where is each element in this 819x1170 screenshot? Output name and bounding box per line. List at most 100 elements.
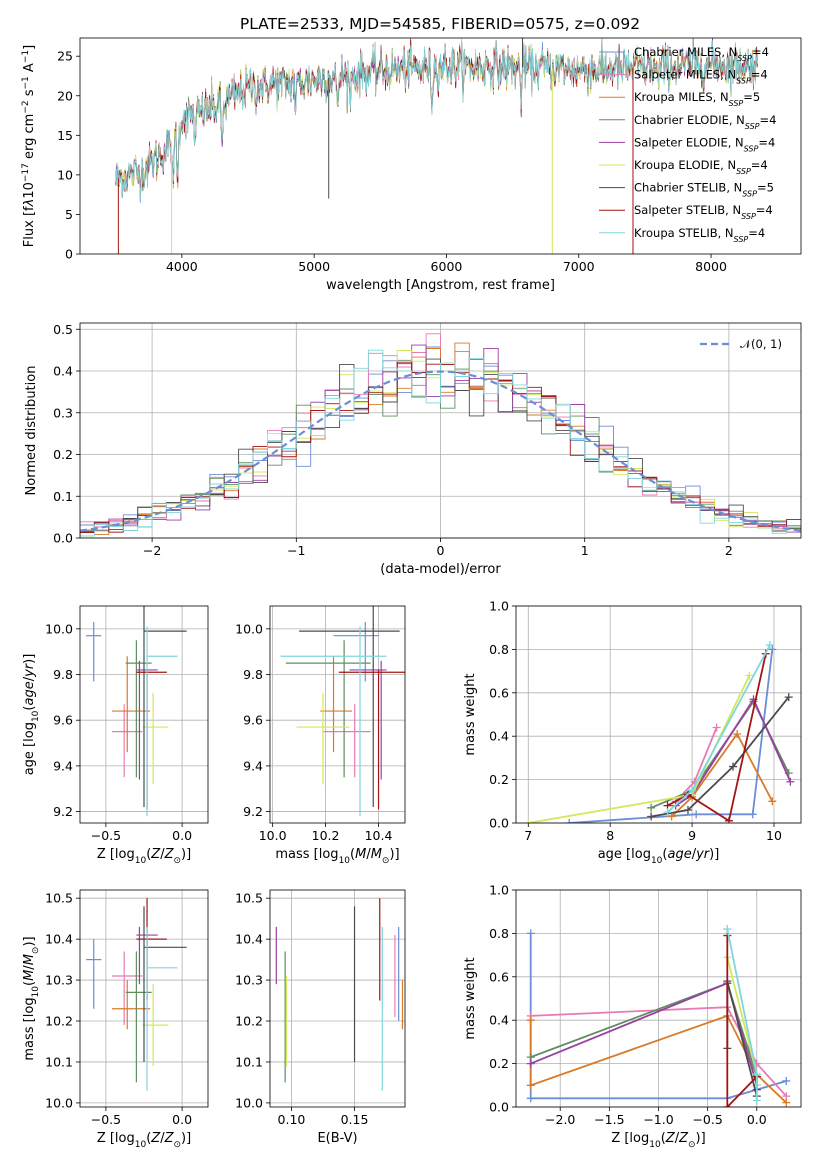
plot-area <box>275 898 404 1091</box>
axes-frame <box>515 889 802 1108</box>
y-tick-label: 5 <box>65 207 73 222</box>
y-tick-label: 10.3 <box>235 973 263 988</box>
errorbar-salpeter-stelib <box>338 669 405 810</box>
x-tick-label: −2.0 <box>545 1112 575 1127</box>
y-tick-label: 20 <box>57 88 73 103</box>
x-tick-label: 2 <box>725 543 733 558</box>
residual-histogram-panel: −2 −1 0 1 2 0.0 0.1 0.2 0.3 0.4 0.5 (data-model)/er… <box>24 322 802 577</box>
y-tick-label: 0.0 <box>53 531 73 546</box>
plot-area <box>86 898 187 1091</box>
x-tick-label: 10.2 <box>312 828 340 843</box>
y-axis-label: Flux [fλ10−17 erg cm−2 s−1 A−1] <box>21 45 37 247</box>
normal-curve <box>80 370 801 532</box>
y-tick-label: 10 <box>57 167 73 182</box>
errorbar-salpeter-stelib <box>136 669 167 810</box>
errorbar-chabrier-stelib <box>143 906 187 1062</box>
weight-series-chabrier-elodie <box>526 979 761 1081</box>
weight-series-kroupa-elodie <box>524 671 754 823</box>
errorbar-chabrier-elodie <box>125 640 152 778</box>
x-tick-label: 1 <box>581 543 589 558</box>
y-tick-label: 9.8 <box>243 667 263 682</box>
errorbar-kroupa-stelib <box>146 926 178 1091</box>
x-axis-label: age [log10(age/yr)] <box>598 847 720 866</box>
weight-marker <box>782 1076 791 1085</box>
y-tick-label: 9.2 <box>53 804 73 819</box>
x-tick-label: 8000 <box>695 259 727 274</box>
weight-line <box>528 675 751 823</box>
weight-marker <box>647 812 656 821</box>
x-axis-label: mass [log10(M/M⊙)] <box>275 847 399 866</box>
y-tick-label: 0.4 <box>53 364 73 379</box>
x-tick-label: 0.15 <box>341 1112 369 1127</box>
x-tick-label: −0.5 <box>692 1112 722 1127</box>
x-tick-label: 0.0 <box>747 1112 767 1127</box>
errorbar-salpeter-miles <box>112 951 143 1026</box>
spectrum-line-kroupa-stelib <box>115 38 758 198</box>
errorbar-salpeter-stelib <box>136 898 167 1001</box>
legend-entry: Chabrier MILES, NSSP=4 <box>634 45 769 63</box>
weight-line <box>650 696 790 818</box>
x-tick-label: 7000 <box>563 259 595 274</box>
weight-marker <box>647 803 656 812</box>
x-tick-label: 0 <box>437 543 445 558</box>
weight-marker <box>729 762 738 771</box>
figure-title: PLATE=2533, MJD=54585, FIBERID=0575, z=0… <box>240 15 640 33</box>
plot-area <box>80 333 801 538</box>
x-tick-label: 10.4 <box>365 828 393 843</box>
y-tick-label: 10.5 <box>45 891 73 906</box>
axes-frame <box>515 605 802 824</box>
y-tick-label: 0.4 <box>489 1013 509 1028</box>
weight-marker <box>565 819 574 823</box>
y-tick-label: 0.0 <box>489 816 509 831</box>
legend-entry: Kroupa STELIB, NSSP=4 <box>634 226 765 244</box>
axes-frame <box>269 605 406 824</box>
y-tick-label: 1.0 <box>489 883 509 898</box>
y-tick-label: 15 <box>57 128 73 143</box>
weight-marker <box>733 730 742 739</box>
weight-marker <box>526 1094 535 1103</box>
y-tick-label: 10.5 <box>235 891 263 906</box>
y-tick-label: 0.2 <box>489 1056 509 1071</box>
errorbar-chabrier-miles <box>86 939 102 1009</box>
y-tick-label: 0.6 <box>489 685 509 700</box>
weight-series-chabrier-miles <box>565 645 777 823</box>
mass-vs-extinction-panel: 0.10 0.15 10.0 10.1 10.2 10.3 10.4 10.5 E(B-V) <box>235 889 406 1146</box>
legend-entry: 𝒩(0, 1) <box>740 337 782 351</box>
weight-series-salpeter-miles <box>671 723 721 806</box>
legend-entry: Chabrier ELODIE, NSSP=4 <box>634 113 776 131</box>
weight-marker <box>724 816 733 823</box>
spectrum-panel: 4000 5000 6000 7000 8000 0 5 10 15 20 25 wavelength… <box>21 37 802 293</box>
grid <box>270 606 405 823</box>
weight-marker <box>765 641 774 650</box>
legend-entry: Salpeter STELIB, NSSP=4 <box>634 203 773 221</box>
y-tick-label: 0.8 <box>489 926 509 941</box>
weight-marker <box>768 645 777 654</box>
histogram-kroupa-stelib <box>80 349 801 538</box>
weight-line <box>726 935 758 1107</box>
weight-marker <box>526 1059 535 1068</box>
legend-entry: Kroupa MILES, NSSP=5 <box>634 90 760 108</box>
y-tick-label: 10.2 <box>45 1014 73 1029</box>
weight-marker <box>782 1098 791 1107</box>
axes: 4000 5000 6000 7000 8000 0 5 10 15 20 25 wavelength… <box>21 37 802 293</box>
legend: Chabrier MILES, NSSP=4 Salpeter MILES, NS… <box>599 45 776 243</box>
weight-marker <box>688 786 697 795</box>
x-tick-label: −1 <box>287 543 305 558</box>
x-tick-label: −2 <box>143 543 161 558</box>
weight-marker <box>526 1081 535 1090</box>
age-vs-metallicity-panel: −0.5 0.0 9.2 9.4 9.6 9.8 10.0 Z [log10(Z/Z⊙)] ag… <box>22 605 209 866</box>
weight-series-chabrier-elodie <box>647 697 793 812</box>
y-tick-label: 1.0 <box>489 599 509 614</box>
x-axis-label: Z [log10(Z/Z⊙)] <box>97 1131 191 1150</box>
y-tick-label: 0 <box>65 247 73 262</box>
x-tick-label: 10.0 <box>259 828 287 843</box>
legend-entry: Kroupa ELODIE, NSSP=4 <box>634 158 768 176</box>
grid <box>270 890 405 1107</box>
y-tick-label: 9.4 <box>243 758 263 773</box>
y-tick-label: 10.0 <box>45 621 73 636</box>
weight-marker <box>786 777 795 786</box>
weight-marker <box>526 1016 535 1025</box>
axes: −2.0 −1.5 −1.0 −0.5 0.0 0.0 0.2 0.4 0.6 0.8 1.0 Z [… <box>463 883 802 1150</box>
y-tick-label: 9.4 <box>53 758 73 773</box>
weight-marker <box>723 925 732 934</box>
